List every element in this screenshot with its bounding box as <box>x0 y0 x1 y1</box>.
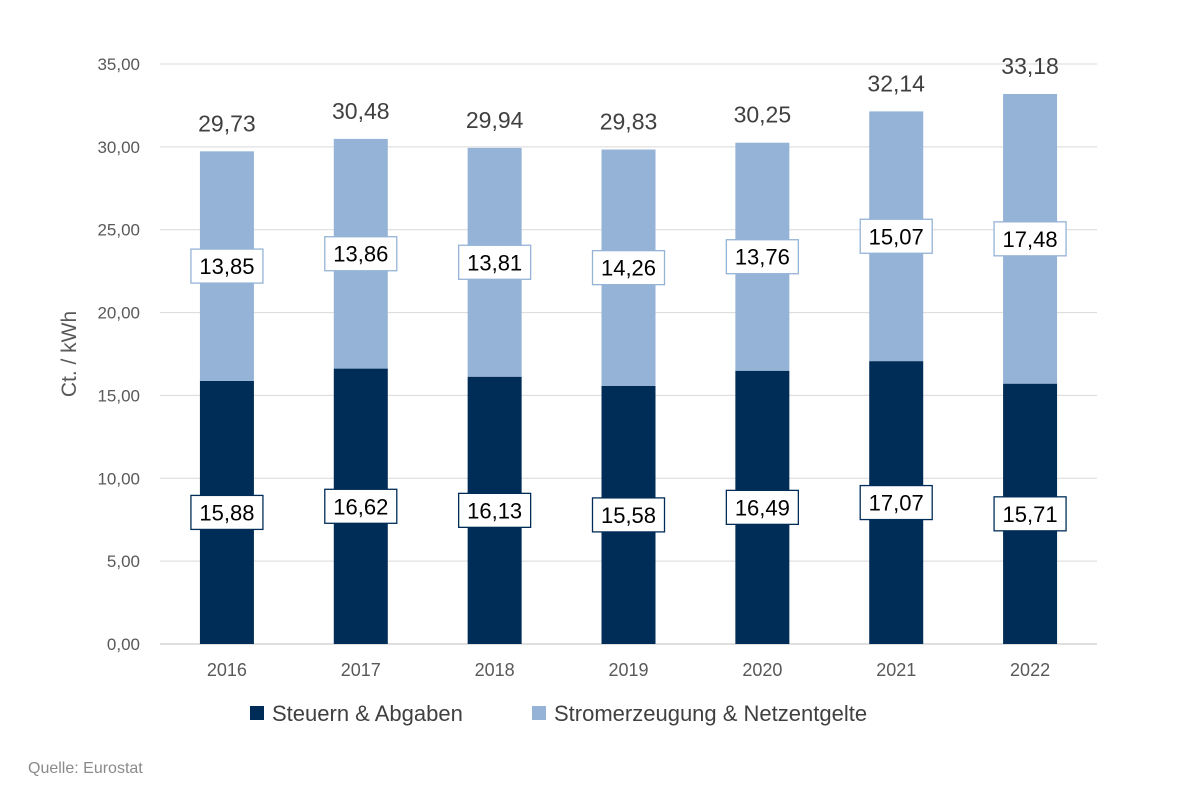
x-tick-label: 2018 <box>475 660 515 680</box>
data-label-stromerzeugung-netzentgelte-2019: 14,26 <box>591 250 666 286</box>
y-tick-label: 35,00 <box>97 55 140 74</box>
y-tick-label: 15,00 <box>97 386 140 405</box>
data-label-steuern-abgaben-2018: 16,13 <box>457 492 532 529</box>
data-label-stromerzeugung-netzentgelte-2016-text: 13,85 <box>199 254 254 279</box>
data-label-stromerzeugung-netzentgelte-2017: 13,86 <box>324 236 398 272</box>
total-label-2016: 29,73 <box>198 110 256 136</box>
legend-label: Stromerzeugung & Netzentgelte <box>554 701 867 726</box>
total-label-2019: 29,83 <box>600 109 658 135</box>
data-label-steuern-abgaben-2016-box <box>190 494 264 531</box>
data-label-steuern-abgaben-2018-text: 16,13 <box>467 498 522 523</box>
data-label-stromerzeugung-netzentgelte-2016-box <box>190 248 264 284</box>
data-label-stromerzeugung-netzentgelte-2020-text: 13,76 <box>735 245 790 270</box>
y-axis-tick-labels: 0,00 5,00 10,00 15,00 20,00 25,00 30,00 35,00 <box>97 55 140 654</box>
data-label-steuern-abgaben-2019: 15,58 <box>591 497 666 533</box>
data-label-steuern-abgaben-2020: 16,49 <box>725 489 800 526</box>
data-label-steuern-abgaben-2020-text: 16,49 <box>735 495 790 520</box>
data-label-steuern-abgaben-2022-text: 15,71 <box>1003 502 1058 527</box>
data-label-stromerzeugung-netzentgelte-2021: 15,07 <box>859 218 933 254</box>
legend-label: Steuern & Abgaben <box>272 701 463 726</box>
data-label-steuern-abgaben-2022-box <box>993 496 1067 532</box>
y-tick-label: 25,00 <box>97 221 140 240</box>
legend-item-steuern-abgaben: Steuern & Abgaben <box>250 701 463 726</box>
data-label-stromerzeugung-netzentgelte-2017-text: 13,86 <box>333 242 388 267</box>
data-label-stromerzeugung-netzentgelte-2019-text: 14,26 <box>601 256 656 281</box>
y-tick-label: 30,00 <box>97 138 140 157</box>
source-note: Quelle: Eurostat <box>28 760 143 777</box>
data-label-steuern-abgaben-2022: 15,71 <box>993 496 1067 532</box>
data-label-stromerzeugung-netzentgelte-2022-text: 17,48 <box>1003 227 1058 252</box>
x-tick-label: 2016 <box>207 660 247 680</box>
total-label-2018: 29,94 <box>466 107 524 133</box>
data-label-steuern-abgaben-2017-box <box>324 488 398 524</box>
data-label-stromerzeugung-netzentgelte-2017-box <box>324 236 398 272</box>
x-tick-label: 2017 <box>341 660 381 680</box>
data-label-steuern-abgaben-2021-text: 17,07 <box>869 491 924 516</box>
total-label-2017: 30,48 <box>332 98 390 124</box>
x-tick-label: 2020 <box>742 660 782 680</box>
data-label-steuern-abgaben-2019-text: 15,58 <box>601 503 656 528</box>
data-label-stromerzeugung-netzentgelte-2022-box <box>993 221 1067 257</box>
data-label-stromerzeugung-netzentgelte-2021-text: 15,07 <box>869 224 924 249</box>
data-label-stromerzeugung-netzentgelte-2022: 17,48 <box>993 221 1067 257</box>
data-label-steuern-abgaben-2018-box <box>457 492 532 529</box>
data-label-stromerzeugung-netzentgelte-2019-box <box>591 250 666 286</box>
y-axis-label: Ct. / kWh <box>58 311 81 397</box>
data-label-stromerzeugung-netzentgelte-2018-text: 13,81 <box>467 250 522 275</box>
total-label-2022: 33,18 <box>1001 53 1059 79</box>
x-tick-label: 2021 <box>876 660 916 680</box>
data-label-steuern-abgaben-2021: 17,07 <box>859 484 933 521</box>
total-label-2021: 32,14 <box>867 70 925 96</box>
legend-swatch <box>532 706 546 720</box>
x-tick-label: 2019 <box>608 660 648 680</box>
y-tick-label: 10,00 <box>97 469 140 488</box>
data-label-stromerzeugung-netzentgelte-2016: 13,85 <box>190 248 264 284</box>
data-label-steuern-abgaben-2017: 16,62 <box>324 488 398 524</box>
x-axis-tick-labels: 2016 2017 2018 2019 2020 2021 2022 <box>207 660 1050 680</box>
data-label-steuern-abgaben-2017-text: 16,62 <box>333 494 388 519</box>
legend-swatch <box>250 706 264 720</box>
x-tick-label: 2022 <box>1010 660 1050 680</box>
data-label-steuern-abgaben-2016: 15,88 <box>190 494 264 531</box>
data-label-stromerzeugung-netzentgelte-2020-box <box>725 239 800 275</box>
y-tick-label: 0,00 <box>107 635 140 654</box>
data-label-stromerzeugung-netzentgelte-2020: 13,76 <box>725 239 800 275</box>
y-tick-label: 20,00 <box>97 304 140 323</box>
data-label-stromerzeugung-netzentgelte-2018: 13,81 <box>457 244 532 280</box>
data-label-steuern-abgaben-2016-text: 15,88 <box>199 500 254 525</box>
y-tick-label: 5,00 <box>107 552 140 571</box>
data-label-steuern-abgaben-2021-box <box>859 484 933 521</box>
data-label-steuern-abgaben-2020-box <box>725 489 800 526</box>
data-label-stromerzeugung-netzentgelte-2021-box <box>859 218 933 254</box>
total-label-2020: 30,25 <box>734 102 792 128</box>
legend-item-stromerzeugung-netzentgelte: Stromerzeugung & Netzentgelte <box>532 701 867 726</box>
data-label-stromerzeugung-netzentgelte-2018-box <box>457 244 532 280</box>
data-labels: 15,88 13,85 29,73 16,62 13,86 30,48 16,13 13,81… <box>190 53 1067 533</box>
data-label-steuern-abgaben-2019-box <box>591 497 666 533</box>
legend: Steuern & Abgaben Stromerzeugung & Netzen… <box>250 701 867 726</box>
